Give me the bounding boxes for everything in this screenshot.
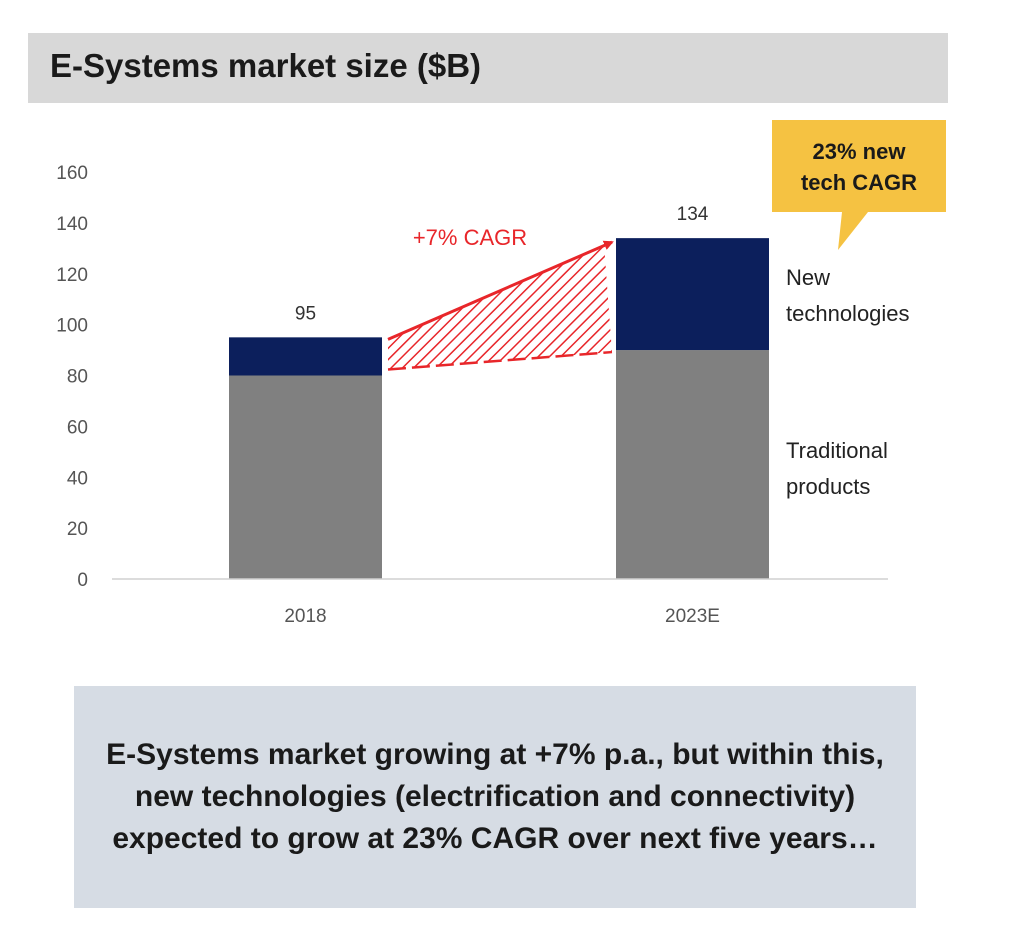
total-label-2023e: 134 bbox=[677, 204, 709, 225]
legend-traditional-line-1: Traditional bbox=[786, 438, 888, 463]
y-tick-label: 60 bbox=[67, 417, 88, 438]
summary-box: E-Systems market growing at +7% p.a., bu… bbox=[74, 686, 916, 908]
callout-line-2: tech CAGR bbox=[800, 170, 918, 195]
y-tick-label: 120 bbox=[56, 265, 88, 286]
x-tick-label: 2023E bbox=[665, 606, 720, 627]
cagr-wedge bbox=[388, 244, 612, 370]
y-tick-label: 40 bbox=[67, 468, 88, 489]
summary-text: E-Systems market growing at +7% p.a., bu… bbox=[106, 738, 884, 855]
bar-traditional-2018 bbox=[229, 375, 382, 579]
cagr-annotation-text: +7% CAGR bbox=[413, 225, 527, 250]
total-label-2018: 95 bbox=[295, 303, 316, 324]
y-tick-label: 140 bbox=[56, 214, 88, 235]
x-tick-label: 2018 bbox=[284, 606, 326, 627]
callout-bubble bbox=[772, 120, 946, 250]
legend-new-line-1: New bbox=[786, 265, 831, 290]
bar-new-tech-2023e bbox=[616, 238, 769, 351]
chart-title: E-Systems market size ($B) bbox=[50, 47, 482, 84]
cagr-arrow bbox=[387, 240, 614, 341]
y-tick-label: 160 bbox=[56, 163, 88, 184]
y-tick-label: 100 bbox=[56, 316, 88, 337]
callout-text: 23% new tech CAGR bbox=[772, 136, 946, 198]
stacked-bar-chart: 0 20 40 60 80 100 120 140 160 95 134 +7% CAGR 201… bbox=[56, 163, 888, 627]
callout-line-1: 23% new bbox=[812, 139, 906, 164]
legend-traditional-line-2: products bbox=[786, 474, 871, 499]
title-bar: E-Systems market size ($B) bbox=[28, 33, 948, 103]
legend-new-technologies: New technologies bbox=[786, 260, 910, 332]
legend-new-line-2: technologies bbox=[786, 301, 910, 326]
y-tick-label: 0 bbox=[77, 570, 88, 591]
bar-new-tech-2018 bbox=[229, 337, 382, 376]
legend-traditional-products: Traditional products bbox=[786, 433, 888, 505]
bar-traditional-2023e bbox=[616, 350, 769, 579]
y-tick-label: 20 bbox=[67, 519, 88, 540]
cagr-base-line bbox=[387, 350, 613, 371]
y-tick-label: 80 bbox=[67, 367, 88, 388]
